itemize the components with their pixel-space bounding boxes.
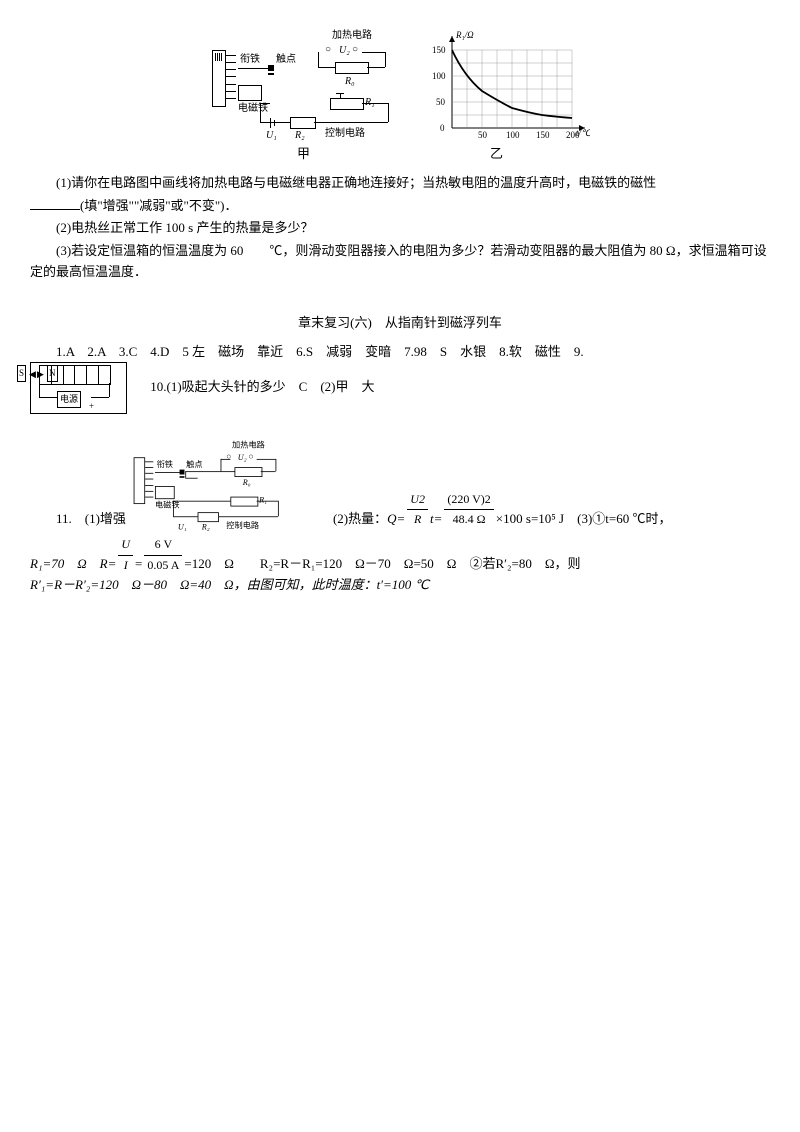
answer-11-circuit: 加热电路 ○ U₂ ○ R₀ 衔铁 触点 电磁铁 R₁ [132,441,292,527]
label-r2: R₂ [295,128,305,144]
label-r0: R₀ [345,74,355,90]
answers-line2: 10.(1)吸起大头针的多少 C (2)甲 大 [150,379,374,394]
question-2: (2)电热丝正常工作 100 s 产生的热量是多少？ [30,218,770,239]
answer-9-diagram: S ◀ ▶ N 电源 + [30,362,127,414]
label-u1: U₁ [266,128,277,144]
svg-text:t/℃: t/℃ [576,128,590,138]
question-1: (1)请你在电路图中画线将加热电路与电磁继电器正确地连接好；当热敏电阻的温度升高… [30,173,770,194]
ans11-prefix: 11. (1)增强 [30,509,126,530]
top-figure-row: 加热电路 ○ U₂ ○ R₀ 衔铁 触点 电磁铁 R₁ [30,30,770,140]
graph-yi: 0 50 100 150 R₁/Ω 50 100 150 200 t/℃ [430,30,590,140]
frac-u2r: U2 R [407,490,428,529]
answers-title: 章末复习(六) 从指南针到磁浮列车 [30,313,770,334]
svg-text:100: 100 [432,71,446,81]
svg-text:100: 100 [506,130,520,140]
frac-220: (220 V)2 48.4 Ω [444,490,493,529]
circuit-diagram-jia: 加热电路 ○ U₂ ○ R₀ 衔铁 触点 电磁铁 R₁ [210,30,400,140]
svg-text:R₁/Ω: R₁/Ω [455,30,474,40]
label-contact: 触点 [276,52,296,68]
answers-line1: 1.A 2.A 3.C 4.D 5 左 磁场 靠近 6.S 减弱 变暗 7.98… [56,344,584,359]
caption-yi: 乙 [490,144,503,165]
label-u2: U₂ [339,43,350,59]
answers-line5: R′₁=R－R′₂=120 Ω－80 Ω=40 Ω，由图可知，此时温度：t′=1… [30,575,770,596]
caption-jia: 甲 [297,144,310,165]
answers-block: 1.A 2.A 3.C 4.D 5 左 磁场 靠近 6.S 减弱 变暗 7.98… [30,342,770,596]
figure-captions: 甲 乙 [30,144,770,165]
svg-text:50: 50 [436,97,446,107]
ans-q2-pre: (2)热量： [333,509,387,530]
svg-text:150: 150 [536,130,550,140]
frac-ui: U I [118,535,133,574]
label-armature: 衔铁 [240,52,260,68]
svg-text:150: 150 [432,45,446,55]
question-1-blank: (填"增强""减弱"或"不变")． [30,196,770,217]
frac-6v: 6 V 0.05 A [144,535,182,574]
svg-text:50: 50 [478,130,488,140]
svg-text:0: 0 [440,123,445,133]
question-3: (3)若设定恒温箱的恒温温度为 60 ℃，则滑动变阻器接入的电阻为多少？若滑动变… [30,241,770,283]
label-control: 控制电路 [325,126,365,142]
